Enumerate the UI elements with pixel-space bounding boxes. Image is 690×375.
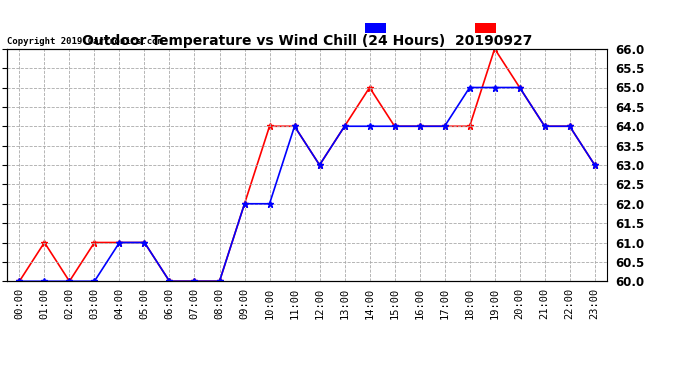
Title: Outdoor Temperature vs Wind Chill (24 Hours)  20190927: Outdoor Temperature vs Wind Chill (24 Ho…: [82, 34, 532, 48]
Legend: Wind Chill (°F), Temperature (°F): Wind Chill (°F), Temperature (°F): [363, 21, 602, 36]
Text: Copyright 2019 Cartronics.com: Copyright 2019 Cartronics.com: [7, 38, 163, 46]
